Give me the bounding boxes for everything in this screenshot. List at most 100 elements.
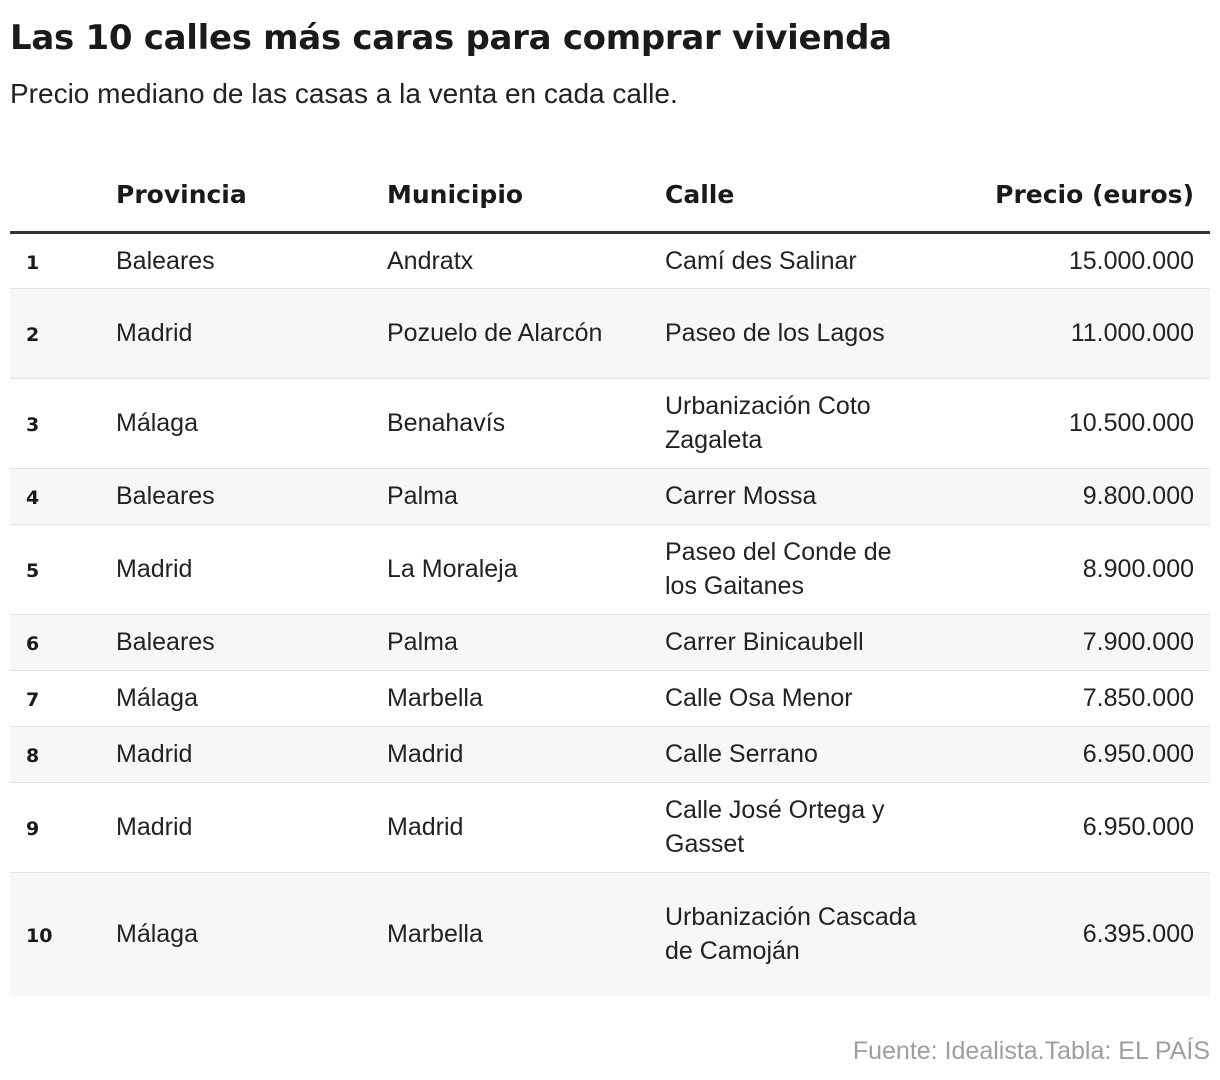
calle-cell: Carrer Mossa: [665, 468, 941, 525]
provincia-cell-text: Málaga: [116, 920, 198, 949]
calle-cell-text: Calle José Ortega y Gasset: [665, 796, 885, 858]
calle-cell: Urbanización Cascada de Camoján: [665, 872, 941, 996]
precio-cell: 15.000.000: [941, 232, 1210, 289]
rank-cell: 9: [10, 782, 116, 873]
provincia-cell-text: Madrid: [116, 319, 193, 347]
provincia-cell: Madrid: [116, 288, 387, 379]
municipio-cell: Pozuelo de Alarcón: [387, 288, 665, 379]
table-row: 1 Baleares Andratx Camí des Salinar 15.000.0…: [10, 232, 1210, 289]
precio-cell: 6.395.000: [941, 872, 1210, 996]
municipio-cell-text: Pozuelo de Alarcón: [387, 319, 603, 347]
calle-cell-text: Paseo del Conde de los Gaitanes: [665, 538, 892, 600]
municipio-cell-text: Palma: [387, 628, 458, 656]
municipio-cell-text: Andratx: [387, 246, 474, 275]
provincia-cell: Málaga: [116, 670, 387, 727]
table-row: 5 Madrid La Moraleja Paseo del Conde de los…: [10, 524, 1210, 615]
municipio-cell: Andratx: [387, 232, 665, 289]
municipio-cell-text: Marbella: [387, 684, 483, 712]
data-table: Provincia Municipio Calle Precio (euros)…: [10, 158, 1210, 996]
provincia-cell: Madrid: [116, 726, 387, 783]
table-row: 3 Málaga Benahavís Urbanización Coto Zagale…: [10, 378, 1210, 469]
table-row: 10 Málaga Marbella Urbanización Cascada de …: [10, 872, 1210, 996]
municipio-cell: Marbella: [387, 670, 665, 727]
provincia-cell: Málaga: [116, 872, 387, 996]
calle-cell-text: Camí des Salinar: [665, 246, 857, 275]
table-header: Provincia Municipio Calle Precio (euros): [10, 158, 1210, 234]
precio-cell: 6.950.000: [941, 782, 1210, 873]
precio-cell: 11.000.000: [941, 288, 1210, 379]
precio-cell: 8.900.000: [941, 524, 1210, 615]
column-header-provincia: Provincia: [116, 158, 387, 234]
calle-cell: Calle José Ortega y Gasset: [665, 782, 941, 873]
column-header-rank: [10, 158, 116, 234]
municipio-cell: Palma: [387, 468, 665, 525]
rank-cell: 5: [10, 524, 116, 615]
calle-cell-text: Urbanización Coto Zagaleta: [665, 392, 871, 454]
rank-cell: 8: [10, 726, 116, 783]
provincia-cell: Madrid: [116, 524, 387, 615]
provincia-cell: Baleares: [116, 468, 387, 525]
municipio-cell-text: Madrid: [387, 813, 464, 841]
municipio-cell-text: Palma: [387, 482, 458, 510]
provincia-cell: Baleares: [116, 232, 387, 289]
calle-cell-text: Carrer Mossa: [665, 482, 817, 510]
provincia-cell: Madrid: [116, 782, 387, 873]
provincia-cell-text: Baleares: [116, 482, 215, 510]
provincia-cell-text: Madrid: [116, 740, 193, 768]
calle-cell: Paseo de los Lagos: [665, 288, 941, 379]
rank-cell: 1: [10, 232, 116, 289]
table-row: 4 Baleares Palma Carrer Mossa 9.800.000: [10, 468, 1210, 525]
municipio-cell-text: La Moraleja: [387, 555, 518, 583]
rank-cell: 4: [10, 468, 116, 525]
table-row: 9 Madrid Madrid Calle José Ortega y Gasset 6…: [10, 782, 1210, 873]
calle-cell-text: Calle Osa Menor: [665, 684, 853, 712]
column-header-municipio: Municipio: [387, 158, 665, 234]
chart-subtitle: Precio mediano de las casas a la venta e…: [10, 78, 678, 109]
calle-cell: Camí des Salinar: [665, 232, 941, 289]
table-row: 7 Málaga Marbella Calle Osa Menor 7.850.000: [10, 670, 1210, 727]
provincia-cell: Málaga: [116, 378, 387, 469]
municipio-cell-text: Marbella: [387, 920, 483, 949]
municipio-cell: Marbella: [387, 872, 665, 996]
precio-cell: 6.950.000: [941, 726, 1210, 783]
municipio-cell-text: Benahavís: [387, 409, 506, 437]
column-header-precio: Precio (euros): [941, 158, 1210, 234]
provincia-cell-text: Málaga: [116, 684, 198, 712]
municipio-cell-text: Madrid: [387, 740, 464, 768]
calle-cell-text: Carrer Binicaubell: [665, 628, 864, 656]
header-row: Provincia Municipio Calle Precio (euros): [10, 158, 1210, 234]
municipio-cell: Benahavís: [387, 378, 665, 469]
municipio-cell: Madrid: [387, 782, 665, 873]
calle-cell-text: Calle Serrano: [665, 740, 818, 768]
municipio-cell: Palma: [387, 614, 665, 671]
provincia-cell-text: Madrid: [116, 813, 193, 841]
table-row: 6 Baleares Palma Carrer Binicaubell 7.900.00…: [10, 614, 1210, 671]
municipio-cell: Madrid: [387, 726, 665, 783]
calle-cell: Paseo del Conde de los Gaitanes: [665, 524, 941, 615]
provincia-cell-text: Baleares: [116, 628, 215, 656]
provincia-cell-text: Madrid: [116, 555, 193, 583]
calle-cell: Calle Serrano: [665, 726, 941, 783]
column-header-calle: Calle: [665, 158, 941, 234]
calle-cell: Carrer Binicaubell: [665, 614, 941, 671]
table-row: 8 Madrid Madrid Calle Serrano 6.950.000: [10, 726, 1210, 783]
table-row: 2 Madrid Pozuelo de Alarcón Paseo de los La…: [10, 288, 1210, 379]
calle-cell: Calle Osa Menor: [665, 670, 941, 727]
provincia-cell: Baleares: [116, 614, 387, 671]
precio-cell: 7.900.000: [941, 614, 1210, 671]
rank-cell: 10: [10, 872, 116, 996]
provincia-cell-text: Baleares: [116, 246, 215, 275]
rank-cell: 3: [10, 378, 116, 469]
provincia-cell-text: Málaga: [116, 409, 198, 437]
precio-cell: 10.500.000: [941, 378, 1210, 469]
chart-title: Las 10 calles más caras para comprar viv…: [10, 18, 892, 58]
calle-cell-text: Paseo de los Lagos: [665, 319, 885, 347]
rank-cell: 7: [10, 670, 116, 727]
calle-cell: Urbanización Coto Zagaleta: [665, 378, 941, 469]
rank-cell: 6: [10, 614, 116, 671]
precio-cell: 7.850.000: [941, 670, 1210, 727]
rank-cell: 2: [10, 288, 116, 379]
calle-cell-text: Urbanización Cascada de Camoján: [665, 903, 917, 966]
municipio-cell: La Moraleja: [387, 524, 665, 615]
